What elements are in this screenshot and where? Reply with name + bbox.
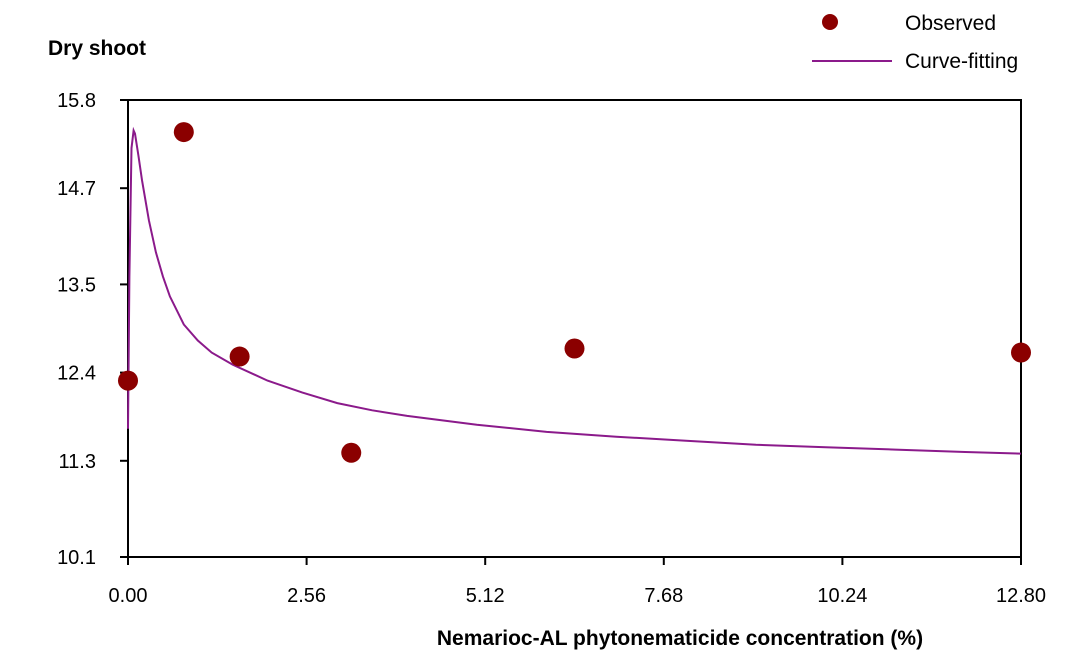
y-axis-title: Dry shoot — [48, 37, 146, 60]
y-axis: 15.8 14.7 13.5 12.4 11.3 10.1 — [57, 90, 128, 569]
observed-point — [564, 338, 585, 359]
x-axis: 0.00 2.56 5.12 7.68 10.24 12.80 — [109, 557, 1046, 607]
legend-curve-fitting-label: Curve-fitting — [905, 50, 1018, 73]
observed-point — [341, 442, 362, 463]
y-tick-label: 12.4 — [57, 363, 96, 385]
plot-area — [127, 99, 1022, 558]
observed-point — [118, 370, 138, 391]
x-tick-label: 0.00 — [109, 585, 148, 607]
x-tick-label: 5.12 — [466, 585, 505, 607]
legend-observed-marker — [822, 14, 838, 30]
y-tick-label: 10.1 — [57, 547, 96, 569]
curve-fitting-line — [127, 126, 1022, 455]
observed-point — [1011, 342, 1031, 363]
observed-point — [229, 346, 250, 367]
observed-point — [173, 122, 194, 143]
x-axis-title: Nemarioc-AL phytonematicide concentratio… — [437, 627, 923, 650]
y-tick-label: 14.7 — [57, 178, 96, 200]
x-tick-label: 10.24 — [817, 585, 867, 607]
y-tick-label: 15.8 — [57, 90, 96, 112]
x-tick-label: 12.80 — [996, 585, 1046, 607]
y-tick-label: 11.3 — [59, 451, 96, 473]
observed-series — [118, 122, 1031, 463]
curve-fitting-series — [127, 126, 1022, 455]
x-tick-label: 7.68 — [644, 585, 683, 607]
x-tick-label: 2.56 — [287, 585, 326, 607]
legend: Observed Curve-fitting — [812, 12, 1018, 73]
legend-observed-label: Observed — [905, 12, 996, 35]
y-tick-label: 13.5 — [57, 274, 96, 296]
